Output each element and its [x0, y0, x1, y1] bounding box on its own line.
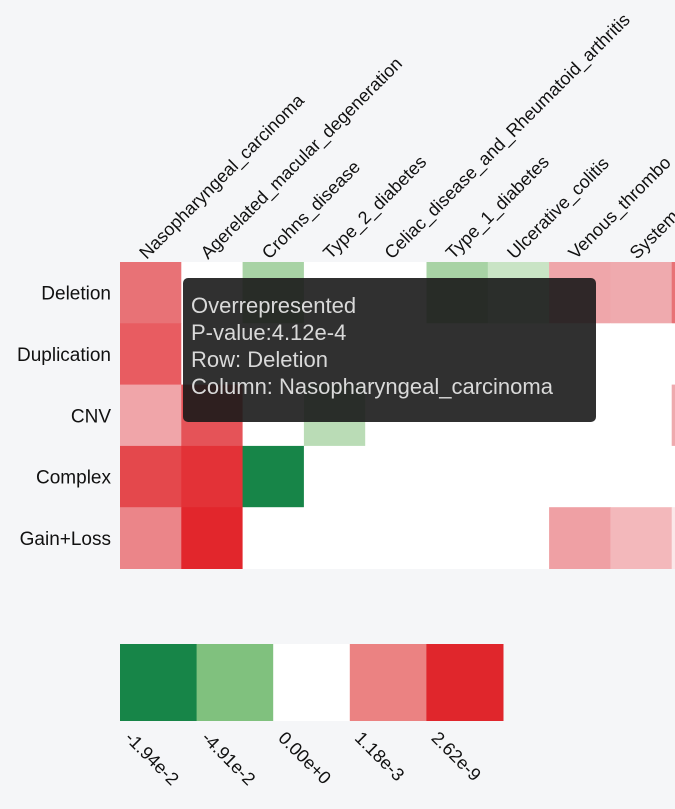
heatmap-cell-4-9[interactable] [671, 507, 675, 569]
tooltip-column: Column: Nasopharyngeal_carcinoma [191, 374, 553, 399]
legend-label: -4.91e-2 [198, 728, 260, 790]
legend-swatch [120, 644, 198, 721]
heatmap-cell-1-9[interactable] [671, 323, 675, 386]
heatmap-cell-4-1[interactable] [181, 507, 244, 569]
heatmap-cell-3-7[interactable] [549, 445, 611, 508]
heatmap-cell-3-0[interactable] [120, 445, 182, 508]
tooltip-title: Overrepresented [191, 293, 357, 318]
column-label: System [626, 206, 675, 263]
heatmap-cell-1-8[interactable] [610, 323, 673, 386]
color-legend: -1.94e-2 -4.91e-2 0.00e+0 1.18e-3 2.62e-9 [120, 644, 504, 789]
cell-tooltip: Overrepresented P-value:4.12e-4 Row: Del… [183, 278, 596, 422]
heatmap-cell-4-5[interactable] [426, 507, 489, 569]
heatmap-cell-2-0[interactable] [120, 384, 182, 447]
heatmap-cell-0-0[interactable] [120, 262, 182, 324]
column-label: Type_2_diabetes [319, 152, 431, 264]
row-label: Complex [36, 468, 111, 489]
heatmap-cell-4-3[interactable] [303, 507, 366, 569]
legend-label: -1.94e-2 [121, 728, 183, 790]
heatmap-cell-1-0[interactable] [120, 323, 182, 386]
heatmap-cell-3-9[interactable] [671, 445, 675, 508]
heatmap-cell-3-1[interactable] [181, 445, 244, 508]
column-label: Venous_thrombo [564, 152, 675, 263]
heatmap-cell-3-8[interactable] [610, 445, 673, 508]
heatmap-cell-3-6[interactable] [487, 445, 550, 508]
heatmap-cell-3-5[interactable] [426, 445, 489, 508]
heatmap-cell-4-6[interactable] [487, 507, 550, 569]
heatmap-cell-4-7[interactable] [549, 507, 611, 569]
column-labels: Nasopharyngeal_carcinomaAgerelated_macul… [135, 10, 675, 264]
legend-label: 0.00e+0 [274, 728, 335, 789]
row-labels: Deletion Duplication CNV Complex Gain+Loss [17, 284, 111, 550]
legend-swatch [273, 644, 351, 721]
heatmap-cell-3-3[interactable] [303, 445, 366, 508]
heatmap-cell-3-4[interactable] [365, 445, 427, 508]
heatmap-cell-4-2[interactable] [242, 507, 305, 569]
heatmap-cell-4-0[interactable] [120, 507, 182, 569]
tooltip-row: Row: Deletion [191, 347, 328, 372]
heatmap-cell-0-8[interactable] [610, 262, 673, 324]
row-label: CNV [71, 406, 111, 427]
heatmap-cell-4-8[interactable] [610, 507, 673, 569]
row-label: Duplication [17, 345, 111, 366]
legend-swatch [196, 644, 274, 721]
heatmap-cell-2-8[interactable] [610, 384, 673, 447]
column-label: Type_1_diabetes [442, 152, 554, 264]
heatmap-cell-4-4[interactable] [365, 507, 427, 569]
row-label: Deletion [41, 284, 111, 305]
heatmap-cell-2-9[interactable] [671, 384, 675, 447]
legend-label: 1.18e-3 [351, 728, 408, 785]
legend-label: 2.62e-9 [428, 728, 485, 785]
row-label: Gain+Loss [20, 529, 111, 550]
tooltip-pvalue: P-value:4.12e-4 [191, 320, 347, 345]
heatmap-cell-0-9[interactable] [671, 262, 675, 324]
legend-swatch [349, 644, 427, 721]
legend-swatch [426, 644, 504, 721]
heatmap-cell-3-2[interactable] [242, 445, 305, 508]
